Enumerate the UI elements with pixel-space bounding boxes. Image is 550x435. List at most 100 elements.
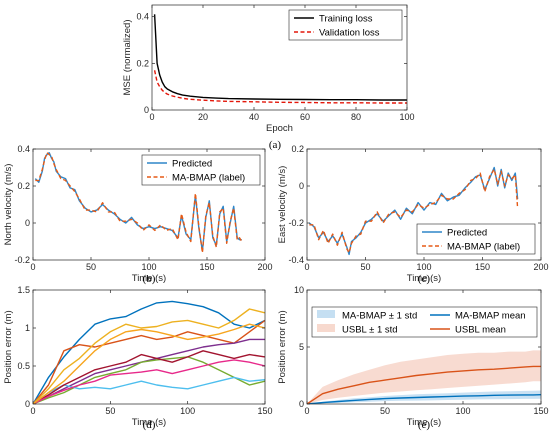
legend-training-label: Training loss: [319, 14, 373, 25]
legend-usbl-std-swatch: [317, 324, 335, 332]
y-axis-label: MSE (normalized): [122, 19, 133, 95]
panel-caption: (c): [418, 273, 431, 285]
x-tick-label: 20: [198, 112, 208, 122]
plot-area: [153, 14, 407, 104]
series-line-1: [35, 152, 243, 254]
x-tick-label: 50: [105, 406, 115, 416]
legend-usbl-mean-label: USBL mean: [455, 325, 506, 336]
y-tick-label: -0.4: [288, 255, 304, 265]
x-tick-label: 0: [304, 406, 309, 416]
plot-area: [34, 152, 243, 254]
panel-caption: (a): [269, 139, 282, 151]
x-tick-label: 0: [30, 406, 35, 416]
panel-3: 0 50 100 150 0 0.5 1 1.5 Time (s) Position error …: [3, 285, 273, 431]
legend-validation-label: Validation loss: [319, 28, 380, 39]
y-tick-label: 0.2: [17, 181, 30, 191]
series-line-4: [33, 356, 265, 404]
y-tick-label: 0.4: [136, 12, 149, 22]
axes-box: [32, 289, 266, 405]
legend-mabmap-std-label: MA-BMAP ± 1 std: [342, 311, 417, 322]
x-tick-label: 50: [360, 262, 370, 272]
panel-0: 0 20 40 60 80 100 0 0.2 0.4 Epoch MSE (normalized)…: [122, 4, 415, 151]
y-axis-label: North velocity (m/s): [3, 164, 14, 246]
y-tick-label: 0.2: [136, 58, 149, 68]
y-tick-label: 1.5: [17, 285, 30, 295]
x-tick-label: 100: [399, 112, 414, 122]
x-tick-label: 150: [199, 262, 214, 272]
series-line-1: [309, 168, 519, 254]
legend-mabmap-std-swatch: [317, 310, 335, 318]
axes-box: [151, 4, 408, 111]
legend-box: [416, 223, 536, 255]
legend-box: [288, 9, 403, 41]
legend-predicted-label: Predicted: [172, 159, 212, 170]
legend-mabmap-mean-label: MA-BMAP mean: [455, 311, 526, 322]
y-tick-label: 0: [299, 399, 304, 409]
series-line-0: [153, 14, 407, 101]
legend-predicted-label: Predicted: [447, 228, 487, 239]
y-tick-label: -0.2: [288, 218, 304, 228]
series-line-1: [33, 319, 265, 404]
x-tick-label: 100: [455, 406, 470, 416]
series-line-8: [33, 323, 265, 404]
x-tick-label: 50: [380, 406, 390, 416]
y-tick-label: 0.5: [17, 361, 30, 371]
x-axis-label: Epoch: [266, 123, 293, 134]
x-tick-label: 200: [257, 262, 272, 272]
x-tick-label: 0: [149, 112, 154, 122]
y-tick-label: -0.2: [14, 255, 30, 265]
y-axis-label: East velocity (m/s): [277, 166, 288, 244]
y-tick-label: 1: [25, 323, 30, 333]
series-line-2: [307, 394, 541, 404]
plot-area: [33, 300, 265, 404]
legend-label-label: MA-BMAP (label): [447, 242, 520, 253]
panel-4: 0 50 100 150 0 5 10 Time (s) Position error (m) (…: [277, 285, 549, 431]
series-line-1: [153, 70, 407, 104]
series-line-3: [307, 365, 541, 404]
series-line-2: [33, 308, 265, 404]
x-axis-label: Time (s): [132, 273, 166, 284]
y-tick-label: 5: [299, 342, 304, 352]
x-tick-label: 80: [351, 112, 361, 122]
y-tick-label: 0.4: [17, 144, 30, 154]
x-tick-label: 150: [475, 262, 490, 272]
std-band-1: [307, 350, 541, 404]
legend-usbl-std-label: USBL ± 1 std: [342, 325, 398, 336]
y-tick-label: 0.2: [291, 144, 304, 154]
x-tick-label: 100: [416, 262, 431, 272]
series-line-6: [33, 350, 265, 404]
panel-caption: (d): [143, 419, 156, 431]
y-tick-label: 10: [294, 285, 304, 295]
y-axis-label: Position error (m): [277, 310, 288, 383]
y-tick-label: 0: [25, 399, 30, 409]
series-line-5: [33, 376, 265, 404]
legend-box: [311, 306, 538, 338]
x-tick-label: 150: [257, 406, 272, 416]
y-tick-label: 0: [299, 181, 304, 191]
x-tick-label: 100: [141, 262, 156, 272]
series-line-7: [33, 359, 265, 404]
panel-caption: (e): [418, 419, 431, 431]
plot-area: [307, 350, 541, 404]
legend-box: [141, 154, 261, 186]
x-tick-label: 0: [30, 262, 35, 272]
x-axis-label: Time (s): [407, 417, 441, 428]
series-line-3: [33, 338, 265, 404]
x-axis-label: Time (s): [132, 417, 166, 428]
x-tick-label: 100: [180, 406, 195, 416]
x-tick-label: 60: [300, 112, 310, 122]
x-tick-label: 150: [533, 406, 548, 416]
y-tick-label: 0: [144, 105, 149, 115]
panel-caption: (b): [143, 273, 156, 285]
panel-2: 0 50 100 150 200 -0.4 -0.2 0 0.2 Time (s) East vel…: [277, 144, 549, 285]
x-tick-label: 40: [249, 112, 259, 122]
y-axis-label: Position error (m): [3, 310, 14, 383]
legend-label-label: MA-BMAP (label): [172, 173, 245, 184]
plot-area: [308, 166, 519, 256]
x-tick-label: 200: [533, 262, 548, 272]
x-axis-label: Time (s): [407, 273, 441, 284]
y-tick-label: 0: [25, 218, 30, 228]
x-tick-label: 50: [86, 262, 96, 272]
